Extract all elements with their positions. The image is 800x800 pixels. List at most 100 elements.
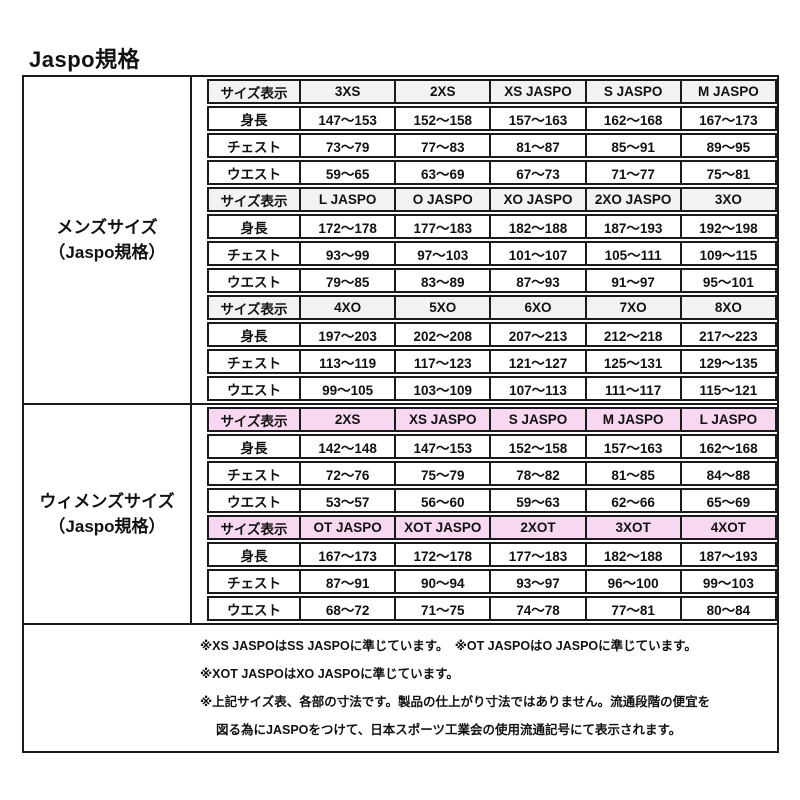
size-name-cell: L JASPO bbox=[681, 407, 777, 432]
measurement-cell: 79〜85 bbox=[301, 268, 397, 293]
measurement-cell: 93〜99 bbox=[301, 241, 397, 266]
measurement-cell: 129〜135 bbox=[681, 349, 777, 374]
measurement-cell: 152〜158 bbox=[491, 434, 587, 459]
measurement-cell: 105〜111 bbox=[586, 241, 682, 266]
measurement-cell: 99〜103 bbox=[681, 569, 777, 594]
measurement-cell: 162〜168 bbox=[681, 434, 777, 459]
measurement-cell: 117〜123 bbox=[396, 349, 492, 374]
footnote-line: 図る為にJASPOをつけて、日本スポーツ工業会の使用流通記号にて表示されます。 bbox=[216, 723, 682, 737]
measurement-row: チェスト 93〜99 97〜103 101〜107 105〜111 109〜115 bbox=[207, 241, 777, 266]
measurement-row: ウエスト 59〜65 63〜69 67〜73 71〜77 75〜81 bbox=[207, 160, 777, 185]
measurement-row: ウエスト 79〜85 83〜89 87〜93 91〜97 95〜101 bbox=[207, 268, 777, 293]
row-label: サイズ表示 bbox=[207, 407, 301, 432]
jaspo-size-chart: メンズサイズ （Jaspo規格） サイズ表示 3XS 2XS XS JASPO S JA… bbox=[22, 75, 779, 753]
measurement-cell: 99〜105 bbox=[301, 376, 397, 401]
row-label: ウエスト bbox=[207, 376, 301, 401]
measurement-row: チェスト 113〜119 117〜123 121〜127 125〜131 129〜135 bbox=[207, 349, 777, 374]
size-name-cell: XS JASPO bbox=[491, 79, 587, 104]
size-header-row: サイズ表示 2XS XS JASPO S JASPO M JASPO L JASPO bbox=[207, 407, 777, 432]
measurement-cell: 115〜121 bbox=[681, 376, 777, 401]
row-label: サイズ表示 bbox=[207, 187, 301, 212]
row-label: ウエスト bbox=[207, 160, 301, 185]
measurement-cell: 91〜97 bbox=[586, 268, 682, 293]
measurement-cell: 77〜81 bbox=[586, 596, 682, 621]
measurement-row: チェスト 72〜76 75〜79 78〜82 81〜85 84〜88 bbox=[207, 461, 777, 486]
measurement-row: チェスト 73〜79 77〜83 81〜87 85〜91 89〜95 bbox=[207, 133, 777, 158]
size-name-cell: S JASPO bbox=[586, 79, 682, 104]
measurement-cell: 192〜198 bbox=[681, 214, 777, 239]
measurement-cell: 182〜188 bbox=[491, 214, 587, 239]
measurement-cell: 83〜89 bbox=[396, 268, 492, 293]
measurement-cell: 75〜81 bbox=[681, 160, 777, 185]
measurement-row: 身長 147〜153 152〜158 157〜163 162〜168 167〜173 bbox=[207, 106, 777, 131]
row-label: ウエスト bbox=[207, 488, 301, 513]
measurement-cell: 101〜107 bbox=[491, 241, 587, 266]
womens-size-table: サイズ表示 2XS XS JASPO S JASPO M JASPO L JASPO 身長 1… bbox=[207, 405, 777, 623]
size-name-cell: XOT JASPO bbox=[396, 515, 492, 540]
row-label: チェスト bbox=[207, 241, 301, 266]
size-name-cell: XO JASPO bbox=[491, 187, 587, 212]
row-label: チェスト bbox=[207, 133, 301, 158]
measurement-cell: 113〜119 bbox=[301, 349, 397, 374]
size-name-cell: 8XO bbox=[681, 295, 777, 320]
measurement-cell: 59〜65 bbox=[301, 160, 397, 185]
measurement-cell: 207〜213 bbox=[491, 322, 587, 347]
measurement-cell: 78〜82 bbox=[491, 461, 587, 486]
measurement-row: チェスト 87〜91 90〜94 93〜97 96〜100 99〜103 bbox=[207, 569, 777, 594]
measurement-cell: 80〜84 bbox=[681, 596, 777, 621]
section-label-mens-line1: メンズサイズ bbox=[56, 217, 158, 237]
size-name-cell: 2XS bbox=[301, 407, 397, 432]
measurement-cell: 111〜117 bbox=[586, 376, 682, 401]
measurement-cell: 62〜66 bbox=[586, 488, 682, 513]
measurement-cell: 177〜183 bbox=[491, 542, 587, 567]
measurement-cell: 81〜85 bbox=[586, 461, 682, 486]
measurement-cell: 63〜69 bbox=[396, 160, 492, 185]
size-name-cell: 3XS bbox=[301, 79, 397, 104]
measurement-cell: 81〜87 bbox=[491, 133, 587, 158]
measurement-cell: 71〜75 bbox=[396, 596, 492, 621]
size-name-cell: S JASPO bbox=[491, 407, 587, 432]
page-title: Jaspo規格 bbox=[29, 47, 141, 72]
row-label: サイズ表示 bbox=[207, 79, 301, 104]
measurement-cell: 89〜95 bbox=[681, 133, 777, 158]
size-name-cell: 4XO bbox=[301, 295, 397, 320]
section-label-mens: メンズサイズ （Jaspo規格） bbox=[24, 77, 192, 403]
measurement-row: 身長 167〜173 172〜178 177〜183 182〜188 187〜193 bbox=[207, 542, 777, 567]
row-label: チェスト bbox=[207, 569, 301, 594]
size-name-cell: 3XOT bbox=[586, 515, 682, 540]
row-label: チェスト bbox=[207, 349, 301, 374]
measurement-cell: 65〜69 bbox=[681, 488, 777, 513]
row-label: サイズ表示 bbox=[207, 515, 301, 540]
size-name-cell: M JASPO bbox=[586, 407, 682, 432]
section-label-womens: ウィメンズサイズ （Jaspo規格） bbox=[24, 405, 192, 623]
measurement-cell: 95〜101 bbox=[681, 268, 777, 293]
measurement-cell: 125〜131 bbox=[586, 349, 682, 374]
size-name-cell: 6XO bbox=[491, 295, 587, 320]
size-name-cell: OT JASPO bbox=[301, 515, 397, 540]
section-label-womens-line2: （Jaspo規格） bbox=[48, 517, 166, 536]
measurement-cell: 97〜103 bbox=[396, 241, 492, 266]
size-name-cell: 2XOT bbox=[491, 515, 587, 540]
size-name-cell: 7XO bbox=[586, 295, 682, 320]
row-label: ウエスト bbox=[207, 268, 301, 293]
size-name-cell: M JASPO bbox=[681, 79, 777, 104]
measurement-cell: 59〜63 bbox=[491, 488, 587, 513]
measurement-cell: 167〜173 bbox=[681, 106, 777, 131]
measurement-row: ウエスト 53〜57 56〜60 59〜63 62〜66 65〜69 bbox=[207, 488, 777, 513]
measurement-cell: 157〜163 bbox=[586, 434, 682, 459]
measurement-cell: 107〜113 bbox=[491, 376, 587, 401]
measurement-cell: 53〜57 bbox=[301, 488, 397, 513]
section-mens: メンズサイズ （Jaspo規格） サイズ表示 3XS 2XS XS JASPO S JA… bbox=[24, 77, 777, 403]
measurement-cell: 109〜115 bbox=[681, 241, 777, 266]
measurement-cell: 212〜218 bbox=[586, 322, 682, 347]
measurement-cell: 197〜203 bbox=[301, 322, 397, 347]
footnote-line: ※上記サイズ表、各部の寸法です。製品の仕上がり寸法ではありません。流通段階の便宜… bbox=[200, 695, 711, 709]
measurement-cell: 182〜188 bbox=[586, 542, 682, 567]
size-name-cell: 3XO bbox=[681, 187, 777, 212]
measurement-cell: 152〜158 bbox=[396, 106, 492, 131]
mens-size-table: サイズ表示 3XS 2XS XS JASPO S JASPO M JASPO 身長 147〜1… bbox=[207, 77, 777, 403]
size-header-row: サイズ表示 3XS 2XS XS JASPO S JASPO M JASPO bbox=[207, 79, 777, 104]
row-label: 身長 bbox=[207, 434, 301, 459]
measurement-cell: 67〜73 bbox=[491, 160, 587, 185]
measurement-cell: 167〜173 bbox=[301, 542, 397, 567]
